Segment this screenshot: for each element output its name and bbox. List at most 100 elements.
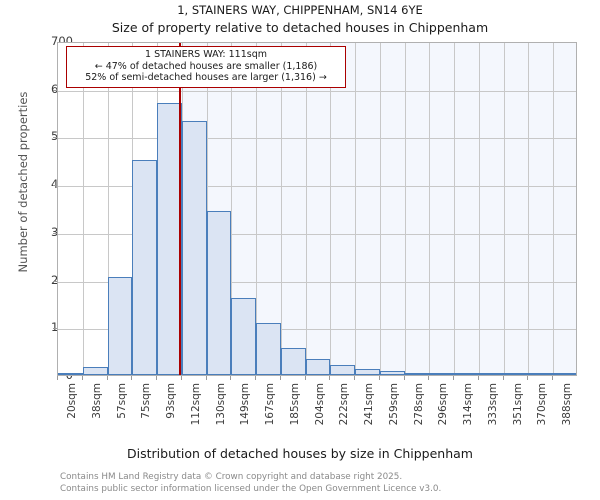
x-tick-label-296sqm: 296sqm xyxy=(437,383,449,426)
bar-333sqm xyxy=(479,373,504,375)
gridline-y-600 xyxy=(58,90,576,92)
bar-185sqm xyxy=(281,347,306,375)
footer-line-1: Contains HM Land Registry data © Crown c… xyxy=(60,472,403,482)
bar-149sqm xyxy=(231,298,256,375)
bar-112sqm xyxy=(182,121,207,375)
gridline-x-14 xyxy=(405,43,406,375)
y-tick-mark-500 xyxy=(53,137,57,139)
x-tick-label-388sqm: 388sqm xyxy=(561,383,573,426)
gridline-x-6 xyxy=(207,43,208,375)
x-tick-label-167sqm: 167sqm xyxy=(264,383,276,426)
x-tick-mark-278sqm xyxy=(404,376,405,380)
y-tick-mark-300 xyxy=(53,232,57,234)
gridline-y-200 xyxy=(58,281,576,283)
gridline-x-15 xyxy=(429,43,430,375)
gridline-x-13 xyxy=(380,43,381,375)
x-tick-label-75sqm: 75sqm xyxy=(140,383,152,419)
chart-title-line-2: Size of property relative to detached ho… xyxy=(111,20,489,35)
x-tick-mark-20sqm xyxy=(57,376,58,380)
x-tick-label-20sqm: 20sqm xyxy=(66,383,78,419)
bar-130sqm xyxy=(207,210,231,375)
gridline-y-100 xyxy=(58,329,576,331)
x-tick-label-314sqm: 314sqm xyxy=(462,383,474,426)
x-tick-label-38sqm: 38sqm xyxy=(91,383,103,419)
x-axis-title: Distribution of detached houses by size … xyxy=(127,446,473,461)
bar-259sqm xyxy=(380,370,405,375)
bar-20sqm xyxy=(58,373,83,375)
bar-57sqm xyxy=(108,276,132,375)
x-tick-mark-185sqm xyxy=(280,376,281,380)
bar-388sqm xyxy=(553,373,576,375)
x-tick-mark-167sqm xyxy=(255,376,256,380)
y-tick-mark-400 xyxy=(53,185,57,187)
bar-314sqm xyxy=(454,373,479,375)
y-tick-mark-600 xyxy=(53,89,57,91)
bar-222sqm xyxy=(330,365,355,375)
bar-351sqm xyxy=(504,373,528,375)
bar-75sqm xyxy=(132,160,157,375)
gridline-x-8 xyxy=(256,43,257,375)
bar-370sqm xyxy=(528,373,553,375)
gridline-x-17 xyxy=(479,43,480,375)
x-tick-mark-130sqm xyxy=(206,376,207,380)
annotation-line-2: ← 47% of detached houses are smaller (1,… xyxy=(94,60,318,72)
x-tick-mark-241sqm xyxy=(354,376,355,380)
x-tick-mark-149sqm xyxy=(230,376,231,380)
x-tick-mark-112sqm xyxy=(181,376,182,380)
x-tick-label-204sqm: 204sqm xyxy=(314,383,326,426)
bar-93sqm xyxy=(157,103,182,375)
x-tick-mark-204sqm xyxy=(305,376,306,380)
bar-204sqm xyxy=(306,359,330,375)
gridline-x-10 xyxy=(306,43,307,375)
bar-241sqm xyxy=(355,368,380,375)
x-tick-mark-296sqm xyxy=(428,376,429,380)
x-tick-mark-370sqm xyxy=(527,376,528,380)
x-tick-label-259sqm: 259sqm xyxy=(388,383,400,426)
property-marker-line xyxy=(179,43,182,375)
x-tick-mark-259sqm xyxy=(379,376,380,380)
x-tick-label-241sqm: 241sqm xyxy=(363,383,375,426)
x-tick-label-333sqm: 333sqm xyxy=(487,383,499,426)
x-tick-mark-351sqm xyxy=(503,376,504,380)
x-tick-mark-333sqm xyxy=(478,376,479,380)
gridline-x-9 xyxy=(281,43,282,375)
x-tick-mark-314sqm xyxy=(453,376,454,380)
gridline-x-18 xyxy=(504,43,505,375)
x-tick-label-149sqm: 149sqm xyxy=(239,383,251,426)
x-tick-label-222sqm: 222sqm xyxy=(338,383,350,426)
x-tick-label-185sqm: 185sqm xyxy=(289,383,301,426)
x-tick-mark-388sqm xyxy=(552,376,553,380)
gridline-x-2 xyxy=(108,43,109,375)
gridline-y-500 xyxy=(58,138,576,140)
bar-38sqm xyxy=(83,366,108,375)
gridline-x-11 xyxy=(330,43,331,375)
x-tick-label-130sqm: 130sqm xyxy=(215,383,227,426)
bar-296sqm xyxy=(429,373,454,375)
x-tick-label-278sqm: 278sqm xyxy=(413,383,425,426)
x-tick-mark-38sqm xyxy=(82,376,83,380)
gridline-x-19 xyxy=(528,43,529,375)
x-tick-label-370sqm: 370sqm xyxy=(536,383,548,426)
footer-attribution: Contains HM Land Registry data © Crown c… xyxy=(60,472,580,496)
x-tick-mark-57sqm xyxy=(107,376,108,380)
bar-278sqm xyxy=(405,373,429,375)
x-tick-label-93sqm: 93sqm xyxy=(165,383,177,419)
chart-title-line-1: 1, STAINERS WAY, CHIPPENHAM, SN14 6YE xyxy=(177,3,423,17)
gridline-y-400 xyxy=(58,186,576,188)
y-tick-mark-100 xyxy=(53,328,57,330)
gridline-x-12 xyxy=(355,43,356,375)
x-tick-mark-75sqm xyxy=(131,376,132,380)
gridline-x-16 xyxy=(454,43,455,375)
footer-line-2: Contains public sector information licen… xyxy=(60,483,442,494)
plot-area xyxy=(57,42,577,376)
y-tick-mark-200 xyxy=(53,280,57,282)
gridline-x-1 xyxy=(83,43,84,375)
gridline-x-20 xyxy=(553,43,554,375)
annotation-line-3: 52% of semi-detached houses are larger (… xyxy=(85,72,327,84)
x-tick-mark-222sqm xyxy=(329,376,330,380)
x-tick-mark-93sqm xyxy=(156,376,157,380)
x-tick-label-112sqm: 112sqm xyxy=(190,383,202,426)
bar-167sqm xyxy=(256,323,281,375)
gridline-y-300 xyxy=(58,233,576,235)
